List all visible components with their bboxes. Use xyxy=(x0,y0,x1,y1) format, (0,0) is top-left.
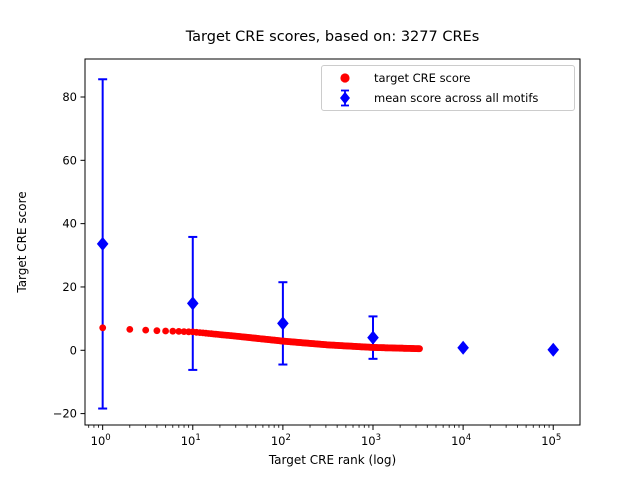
y-axis-label: Target CRE score xyxy=(15,191,29,293)
axes: −20 0 20 40 60 80 100 101 102 103 104 105 xyxy=(53,58,581,448)
x-tick-label: 105 xyxy=(541,433,561,448)
x-tick-label: 103 xyxy=(361,433,381,448)
x-axis-label: Target CRE rank (log) xyxy=(268,453,397,467)
y-tick-label: −20 xyxy=(53,407,77,421)
y-tick-label: 20 xyxy=(62,280,77,294)
data-point-target-score xyxy=(169,327,177,335)
x-tick-label: 104 xyxy=(451,433,471,448)
y-tick-label: 0 xyxy=(70,343,77,357)
red-circle-icon xyxy=(328,70,362,86)
legend-item-label: target CRE score xyxy=(374,71,471,85)
y-tick-label: 60 xyxy=(62,153,77,167)
data-point-target-score xyxy=(126,326,134,333)
blue-diamond-errorbar-icon xyxy=(328,89,362,107)
data-point-target-score xyxy=(142,326,150,334)
y-tick-label: 80 xyxy=(62,90,77,104)
target-score-series xyxy=(99,324,423,353)
x-tick-label: 102 xyxy=(271,433,291,448)
data-point-target-score xyxy=(416,345,423,353)
data-point-mean-score xyxy=(277,316,289,331)
data-point-mean-score xyxy=(96,236,109,251)
mean-series-markers xyxy=(96,236,560,357)
data-point-mean-score xyxy=(457,340,469,355)
data-point-target-score xyxy=(162,327,170,335)
legend-item-label: mean score across all motifs xyxy=(374,91,539,105)
legend: target CRE score mean score across all m… xyxy=(321,65,575,111)
data-point-target-score xyxy=(175,328,183,335)
legend-item-target-score: target CRE score xyxy=(328,68,568,88)
chart-title: Target CRE scores, based on: 3277 CREs xyxy=(185,29,480,45)
mean-series-errorbars xyxy=(98,78,555,410)
legend-item-mean-score: mean score across all motifs xyxy=(328,88,568,108)
data-point-target-score xyxy=(153,327,161,335)
x-tick-label: 100 xyxy=(91,433,111,448)
data-point-mean-score xyxy=(367,330,379,345)
data-point-mean-score xyxy=(547,342,560,357)
data-point-mean-score xyxy=(186,296,199,311)
x-tick-label: 101 xyxy=(181,433,201,448)
y-tick-label: 40 xyxy=(62,217,77,231)
plot-frame xyxy=(84,58,581,426)
data-point-target-score xyxy=(99,324,107,332)
